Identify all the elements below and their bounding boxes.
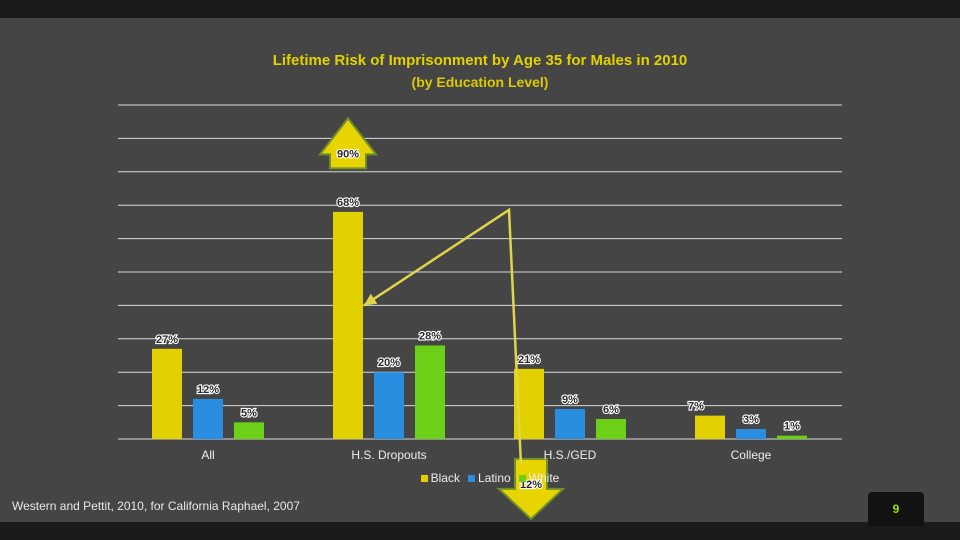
legend-item-black: Black xyxy=(420,471,460,485)
pointer-arrowhead-icon xyxy=(364,293,378,306)
top-band xyxy=(0,0,960,18)
bar-label-latino-3: 3% xyxy=(743,414,759,426)
legend-item-latino: Latino xyxy=(467,471,511,485)
annotation-label-up: 90% xyxy=(337,148,359,160)
annotation-arrows xyxy=(317,116,566,521)
legend-swatch-latino xyxy=(467,474,475,482)
bar-black-3 xyxy=(695,415,725,439)
bar-latino-2 xyxy=(555,408,585,439)
legend-label-latino: Latino xyxy=(477,471,511,485)
bar-latino-3 xyxy=(736,428,766,439)
bar-latino-0 xyxy=(193,398,223,439)
x-tick-hs-dropouts: H.S. Dropouts xyxy=(351,448,427,462)
bar-label-latino-2: 9% xyxy=(562,394,578,406)
pointer-line xyxy=(363,207,523,465)
bar-white-1 xyxy=(415,345,445,439)
bar-white-3 xyxy=(777,435,807,439)
x-tick-hs-ged: H.S./GED xyxy=(543,448,597,462)
chart-title: Lifetime Risk of Imprisonment by Age 35 … xyxy=(272,52,688,69)
legend: Black Latino White xyxy=(380,471,600,485)
gridlines xyxy=(118,104,842,440)
bar-label-black-0: 27% xyxy=(156,334,178,346)
bar-black-1 xyxy=(333,211,363,439)
chart-subtitle: (by Education Level) xyxy=(411,74,549,90)
bar-label-black-1: 68% xyxy=(337,197,359,209)
bar-black-0 xyxy=(152,348,182,439)
bar-label-white-3: 1% xyxy=(784,421,800,433)
page-number: 9 xyxy=(868,492,924,526)
bar-white-0 xyxy=(234,422,264,439)
bar-labels: 27% 68% 21% 7% 12% 20% 9% 3% 5% 28% 6% 1% xyxy=(155,196,801,434)
legend-swatch-black xyxy=(420,474,428,482)
legend-label-white: White xyxy=(528,471,560,485)
legend-label-black: Black xyxy=(430,471,460,485)
bar-label-black-3: 7% xyxy=(688,401,704,413)
bottom-band xyxy=(0,522,960,540)
bar-label-latino-0: 12% xyxy=(197,384,219,396)
bar-latino-1 xyxy=(374,372,404,439)
up-arrow-icon xyxy=(317,116,379,170)
source-citation: Western and Pettit, 2010, for California… xyxy=(12,499,300,513)
bar-white-2 xyxy=(596,418,626,439)
annotation-labels: 90%12% xyxy=(336,147,543,492)
pointer-line xyxy=(363,207,523,465)
bars xyxy=(152,211,807,439)
x-tick-all: All xyxy=(201,448,215,462)
legend-item-white: White xyxy=(518,471,560,485)
bar-label-black-2: 21% xyxy=(518,354,540,366)
legend-swatch-white xyxy=(518,474,526,482)
bar-label-white-1: 28% xyxy=(419,330,441,342)
bar-label-latino-1: 20% xyxy=(378,357,400,369)
down-arrow-icon xyxy=(496,457,566,521)
x-tick-college: College xyxy=(730,448,772,462)
bar-label-white-2: 6% xyxy=(603,404,619,416)
bar-label-white-0: 5% xyxy=(241,407,257,419)
